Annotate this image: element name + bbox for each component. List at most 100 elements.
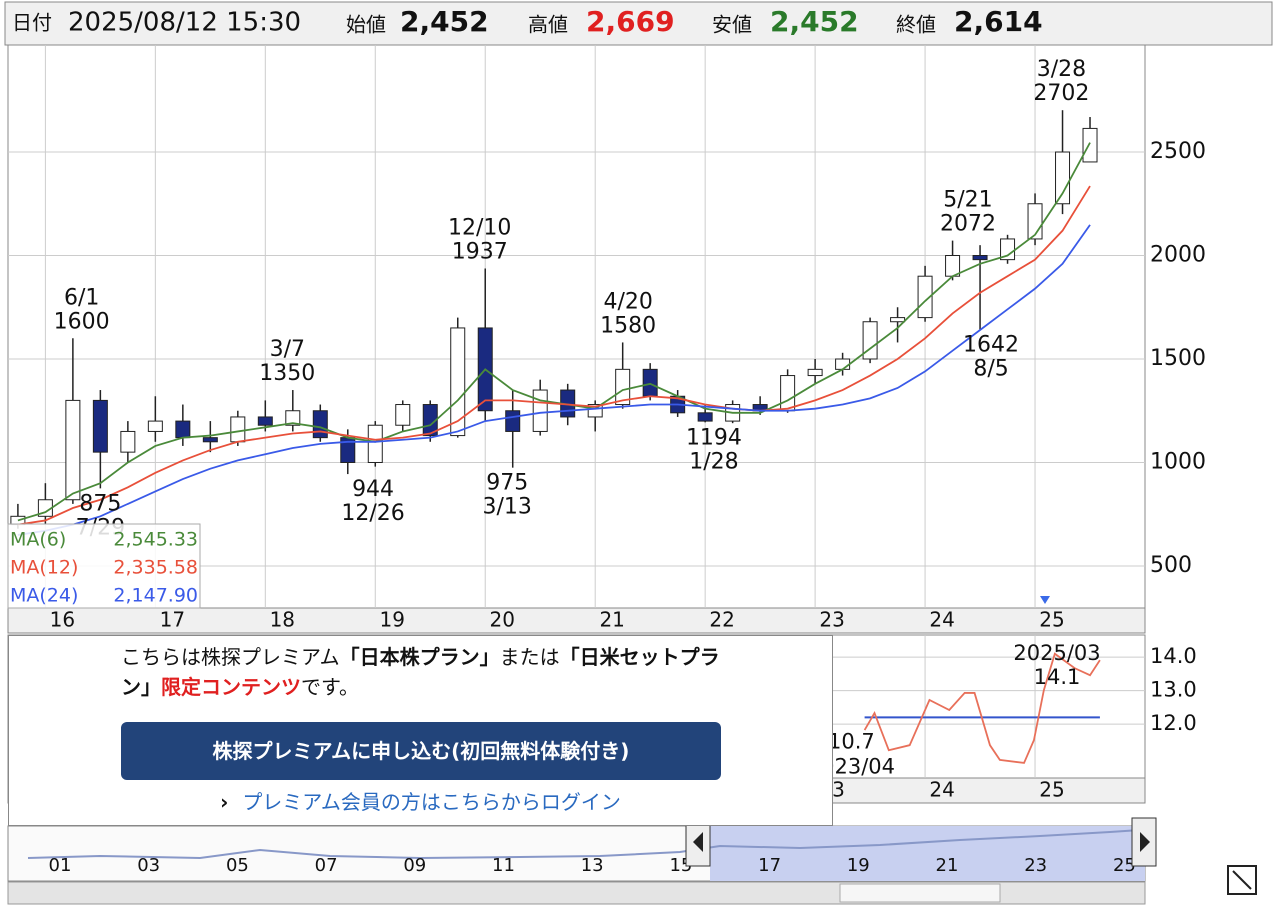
x-tick-label: 24 — [929, 778, 954, 802]
candle-body — [65, 399, 81, 501]
login-link[interactable]: › プレミアム会員の方はこちらからログイン — [220, 790, 621, 814]
popup-text: こちらは株探プレミアム「日本株プラン」または「日米セットプラン」限定コンテンツで… — [121, 642, 721, 702]
header-label: 終値 — [896, 13, 936, 37]
legend-name: MA(6) — [10, 529, 66, 551]
navigator-window — [710, 826, 1145, 881]
navigator-label: 13 — [581, 855, 604, 876]
text: 「日米セットプラン」 — [121, 645, 720, 699]
annotation-date: 6/1 — [64, 285, 99, 310]
text: 「日本株プラン」 — [339, 645, 500, 669]
scrollbar-thumb[interactable] — [839, 883, 1001, 903]
header-label: 日付 — [12, 11, 52, 35]
candle-body — [257, 416, 273, 426]
annotation-date: 3/7 — [270, 337, 305, 362]
navigator-label: 21 — [936, 855, 959, 876]
x-tick-label: 21 — [599, 608, 624, 632]
legend-value: 2,147.90 — [113, 585, 198, 607]
legend — [7, 523, 201, 609]
annotation-date: 8/5 — [973, 357, 1008, 382]
annotation-value: 10.7 — [828, 730, 875, 754]
x-tick-label: 18 — [270, 608, 295, 632]
annotation-date: 1/28 — [689, 449, 738, 474]
header-datetime: 2025/08/12 15:30 — [68, 8, 301, 38]
annotation-value: 1194 — [686, 425, 742, 450]
y-tick-label: 2000 — [1150, 243, 1206, 268]
premium-popup: こちらは株探プレミアム「日本株プラン」または「日米セットプラン」限定コンテンツで… — [8, 635, 833, 826]
x-tick-label: 22 — [709, 608, 734, 632]
candle-body — [917, 275, 933, 319]
candle-body — [697, 412, 713, 422]
arrow-icon — [693, 832, 703, 852]
signup-button[interactable]: 株探プレミアムに申し込む(初回無料体験付き) — [121, 722, 721, 780]
annotation-value: 1642 — [963, 333, 1019, 358]
marker — [1040, 596, 1050, 604]
y-tick-label: 2500 — [1150, 139, 1206, 164]
x-tick-label: 17 — [160, 608, 185, 632]
navigator-label: 07 — [315, 855, 338, 876]
text: です。 — [301, 675, 359, 699]
navigator-label: 23 — [1024, 855, 1047, 876]
candle-body — [312, 410, 328, 439]
candle-body — [615, 368, 631, 406]
candle-body — [147, 420, 163, 432]
y-tick-label: 500 — [1150, 553, 1192, 578]
navigator-label: 17 — [758, 855, 781, 876]
x-tick-label: 23 — [819, 608, 844, 632]
annotation-value: 1937 — [452, 240, 508, 265]
series-line — [17, 185, 1091, 526]
navigator-label: 25 — [1113, 855, 1136, 876]
candle-body — [1082, 127, 1098, 163]
candle-body — [395, 404, 411, 426]
text: 限定コンテンツ — [161, 675, 301, 699]
candle-body — [862, 321, 878, 360]
candle-body — [230, 416, 246, 443]
annotation-value: 1580 — [600, 313, 656, 338]
header-value: 2,614 — [954, 5, 1043, 38]
y-tick-label: 12.0 — [1150, 711, 1197, 735]
navigator-label: 19 — [847, 855, 870, 876]
header-label: 始値 — [346, 13, 386, 37]
navigator-line — [27, 829, 1141, 860]
candle-body — [1055, 151, 1071, 205]
candle-body — [450, 327, 466, 437]
header-label: 高値 — [528, 13, 568, 37]
expand-icon[interactable] — [1227, 865, 1257, 895]
legend-name: MA(12) — [10, 557, 78, 579]
link-text[interactable]: プレミアム会員の方はこちらからログイン — [242, 790, 621, 814]
annotation-date: 4/20 — [603, 289, 652, 314]
candle-body — [780, 375, 796, 412]
navigator-label: 11 — [492, 855, 515, 876]
candle-body — [642, 368, 658, 397]
candle-body — [835, 358, 851, 370]
annotation-value: 875 — [79, 491, 121, 516]
y-tick-label: 1000 — [1150, 449, 1206, 474]
candle-body — [807, 368, 823, 377]
annotation-value: 2702 — [1033, 81, 1089, 106]
header-value: 2,452 — [770, 5, 859, 38]
x-axis-strip — [7, 607, 1146, 634]
header-value: 2,669 — [586, 5, 675, 38]
annotation-date: 12/26 — [341, 501, 404, 526]
header-label: 安値 — [712, 13, 752, 37]
text: こちらは株探プレミアム — [121, 645, 340, 669]
header-bar — [4, 1, 1273, 46]
x-tick-label: 25 — [1039, 778, 1064, 802]
x-tick-label: 25 — [1039, 608, 1064, 632]
annotation-value: 2072 — [940, 212, 996, 237]
series-line — [17, 224, 1091, 536]
x-tick-label: 16 — [50, 608, 75, 632]
legend-value: 2,335.58 — [113, 557, 198, 579]
annotation-value: 944 — [352, 477, 394, 502]
navigator-label: 03 — [137, 855, 160, 876]
annotation-value: 14.1 — [1034, 665, 1081, 689]
text: または — [499, 645, 560, 669]
candle-body — [92, 399, 108, 453]
candle-body — [367, 424, 383, 463]
legend-name: MA(24) — [10, 585, 78, 607]
candle-body — [120, 430, 136, 453]
annotation-date: 5/21 — [943, 188, 992, 213]
x-tick-label: 24 — [929, 608, 954, 632]
y-tick-label: 13.0 — [1150, 678, 1197, 702]
y-tick-label: 14.0 — [1150, 644, 1197, 668]
